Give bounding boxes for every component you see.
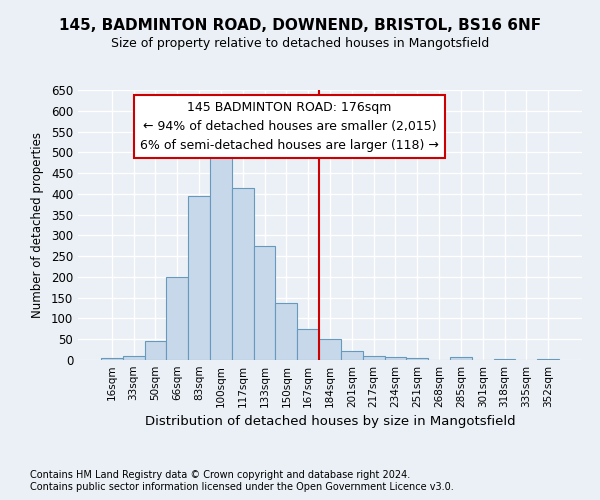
Bar [166, 277, 188, 360]
Bar [297, 329, 319, 360]
Bar [123, 356, 145, 360]
Bar [254, 246, 275, 360]
Text: Contains HM Land Registry data © Crown copyright and database right 2024.: Contains HM Land Registry data © Crown c… [30, 470, 410, 480]
Bar [232, 188, 254, 360]
Bar [188, 196, 210, 360]
Bar [275, 302, 297, 360]
Text: 145 BADMINTON ROAD: 176sqm
← 94% of detached houses are smaller (2,015)
6% of se: 145 BADMINTON ROAD: 176sqm ← 94% of deta… [140, 101, 439, 152]
Bar [363, 356, 385, 360]
Bar [494, 359, 515, 360]
Text: Size of property relative to detached houses in Mangotsfield: Size of property relative to detached ho… [111, 38, 489, 51]
Bar [319, 339, 341, 360]
X-axis label: Distribution of detached houses by size in Mangotsfield: Distribution of detached houses by size … [145, 416, 515, 428]
Bar [341, 351, 363, 360]
Y-axis label: Number of detached properties: Number of detached properties [31, 132, 44, 318]
Bar [385, 356, 406, 360]
Bar [537, 359, 559, 360]
Bar [406, 358, 428, 360]
Text: Contains public sector information licensed under the Open Government Licence v3: Contains public sector information licen… [30, 482, 454, 492]
Bar [145, 342, 166, 360]
Text: 145, BADMINTON ROAD, DOWNEND, BRISTOL, BS16 6NF: 145, BADMINTON ROAD, DOWNEND, BRISTOL, B… [59, 18, 541, 32]
Bar [210, 150, 232, 360]
Bar [450, 356, 472, 360]
Bar [101, 358, 123, 360]
